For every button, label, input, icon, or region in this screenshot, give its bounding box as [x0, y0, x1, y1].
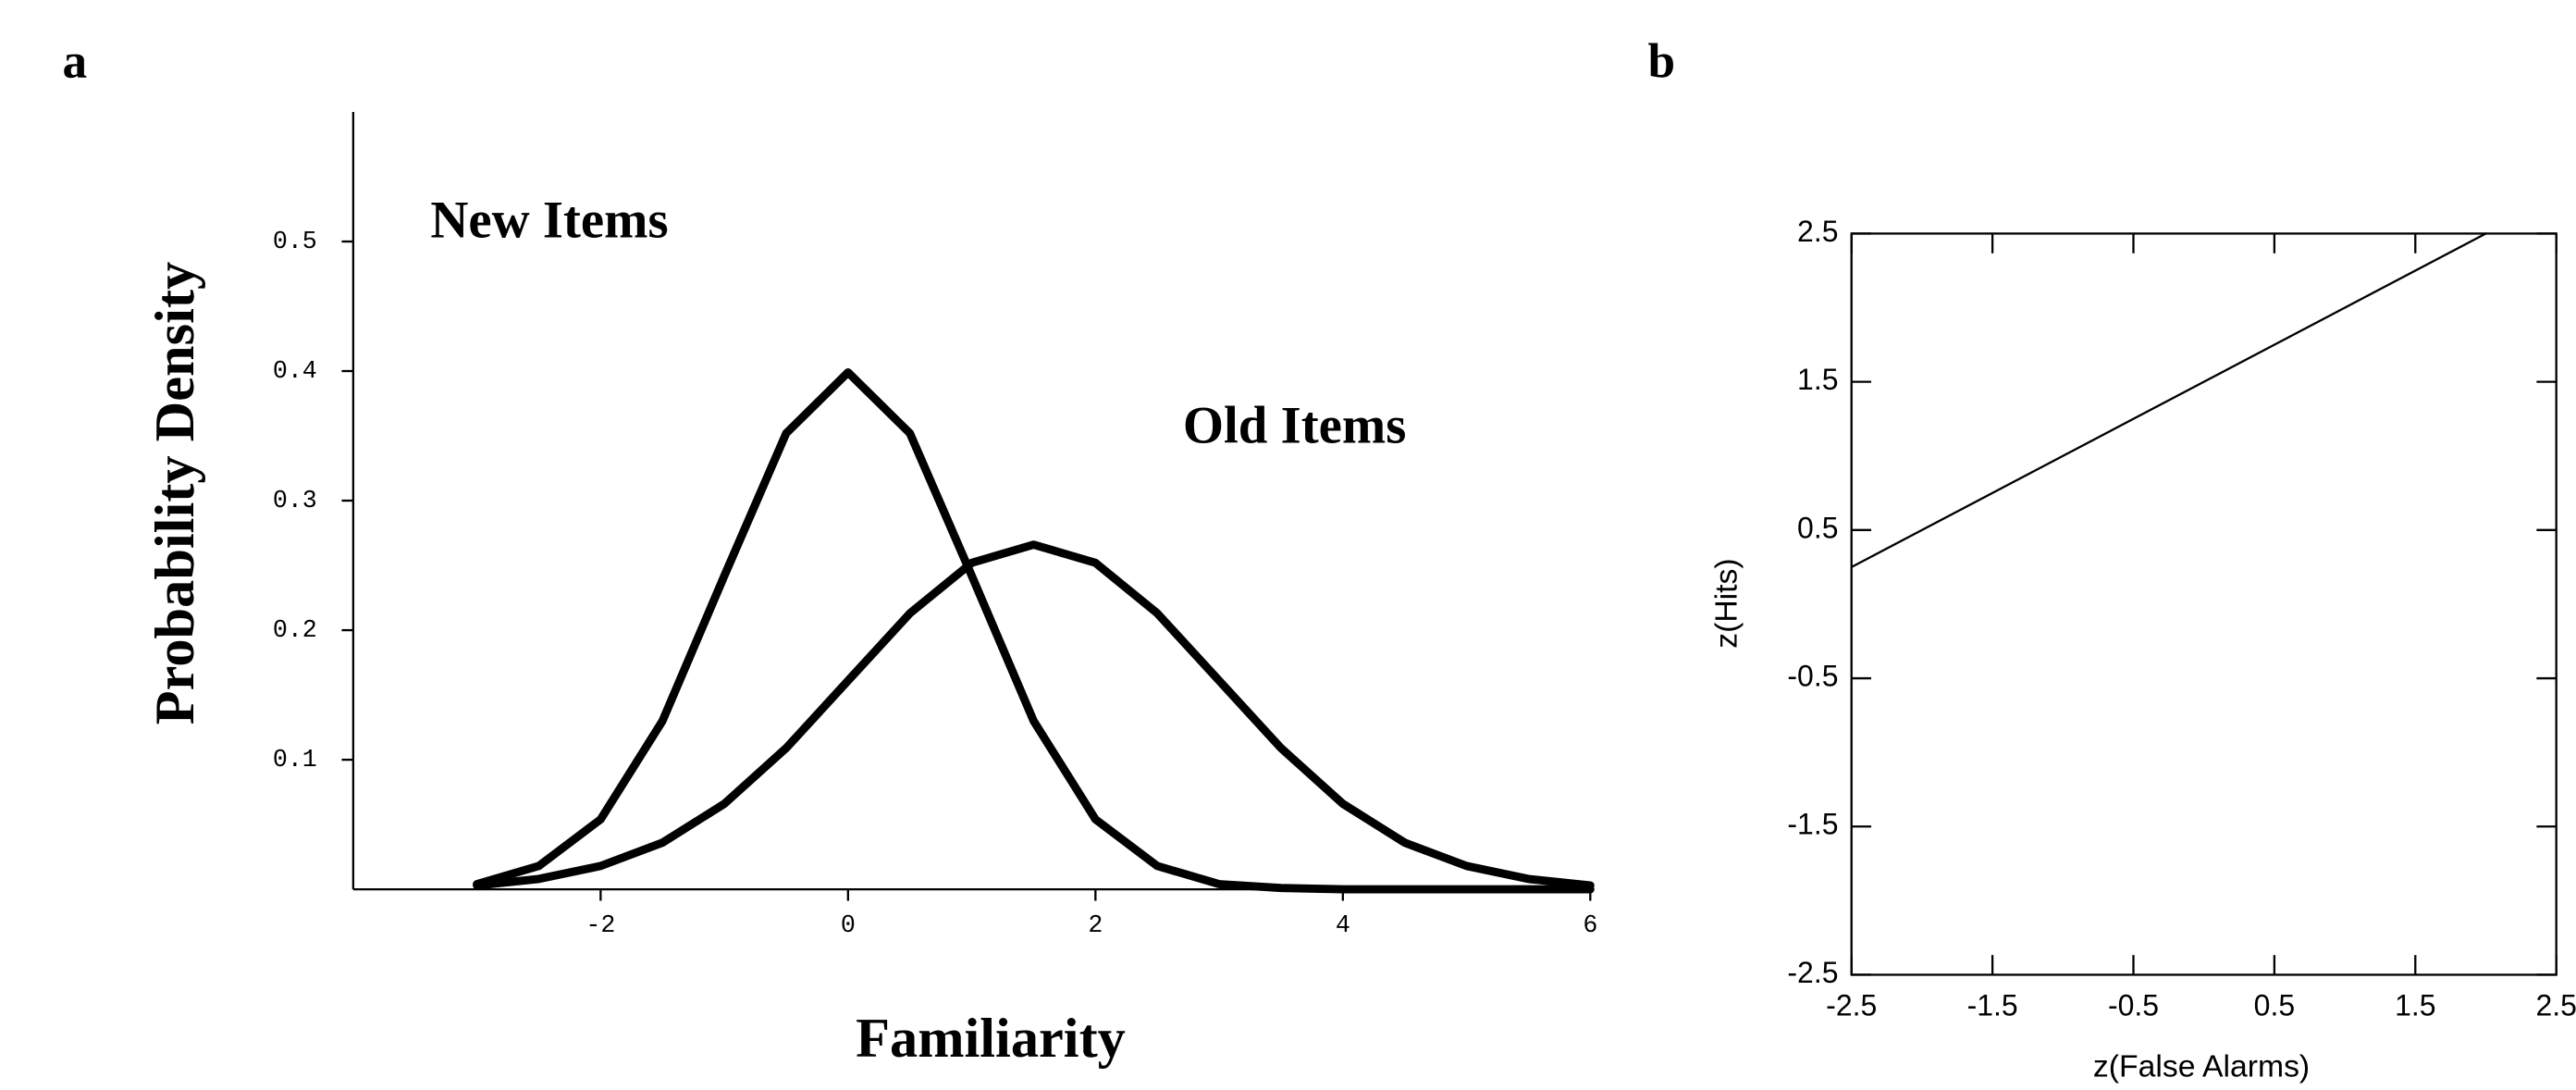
- data-line: [473, 540, 1595, 890]
- plot-frame: [1850, 232, 2558, 976]
- x-tick-label: -0.5: [2108, 988, 2159, 1022]
- x-axis-label: z(False Alarms): [2093, 1049, 2310, 1084]
- x-tick-label: 2.5: [2535, 988, 2576, 1022]
- y-tick-label: 0.5: [273, 228, 317, 255]
- data-line: [1850, 232, 2487, 569]
- y-axis-label: z(Hits): [1708, 558, 1744, 648]
- data-line: [473, 367, 1595, 894]
- annotation: Old Items: [1183, 397, 1407, 455]
- x-tick-label: 2: [1088, 911, 1103, 939]
- y-tick-label: 0.4: [273, 357, 317, 385]
- panel-label: a: [62, 33, 87, 88]
- panel-label: b: [1647, 33, 1675, 88]
- x-tick-label: -2.5: [1826, 988, 1877, 1022]
- x-tick-label: 6: [1583, 911, 1597, 939]
- y-tick-label: 2.5: [1797, 215, 1838, 248]
- y-tick-label: 0.5: [1797, 511, 1838, 544]
- x-tick-label: 0: [841, 911, 856, 939]
- y-tick-label: -1.5: [1787, 808, 1838, 841]
- y-axis-label: Probability Density: [144, 262, 206, 725]
- y-tick-label: 0.1: [273, 746, 317, 774]
- y-tick-label: 1.5: [1797, 363, 1838, 396]
- x-tick-label: -1.5: [1967, 988, 2018, 1022]
- annotation: New Items: [430, 192, 668, 250]
- y-tick-label: 0.2: [273, 616, 317, 644]
- y-tick-label: 0.3: [273, 487, 317, 514]
- x-axis-label: Familiarity: [856, 1008, 1126, 1070]
- x-tick-label: 1.5: [2395, 988, 2435, 1022]
- y-tick-label: -0.5: [1787, 659, 1838, 692]
- y-tick-label: -2.5: [1787, 956, 1838, 989]
- x-tick-label: 0.5: [2254, 988, 2295, 1022]
- x-tick-label: -2: [585, 911, 615, 939]
- x-tick-label: 4: [1336, 911, 1350, 939]
